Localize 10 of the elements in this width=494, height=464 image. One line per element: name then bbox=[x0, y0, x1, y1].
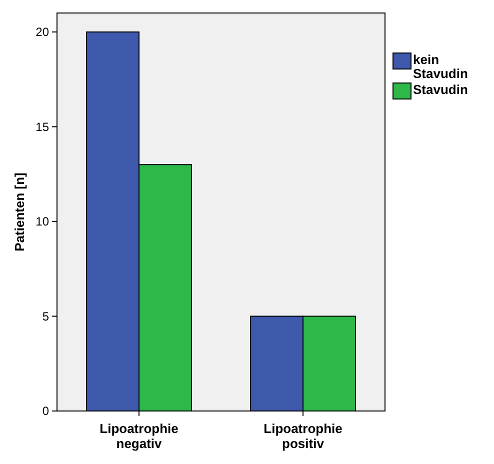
y-tick-label: 5 bbox=[42, 309, 50, 324]
x-tick-label: Lipoatrophie negativ bbox=[100, 421, 178, 451]
y-tick-label: 15 bbox=[36, 120, 50, 134]
legend-label: Stavudin bbox=[413, 82, 468, 97]
y-tick-label: 20 bbox=[36, 25, 50, 40]
y-tick-label: 10 bbox=[36, 214, 50, 229]
x-tick-label: Lipoatrophie positiv bbox=[264, 421, 342, 451]
legend-label: kein Stavudin bbox=[413, 52, 468, 81]
y-tick-label: 0 bbox=[42, 404, 50, 418]
y-axis-title: Patienten [n] bbox=[12, 172, 27, 252]
